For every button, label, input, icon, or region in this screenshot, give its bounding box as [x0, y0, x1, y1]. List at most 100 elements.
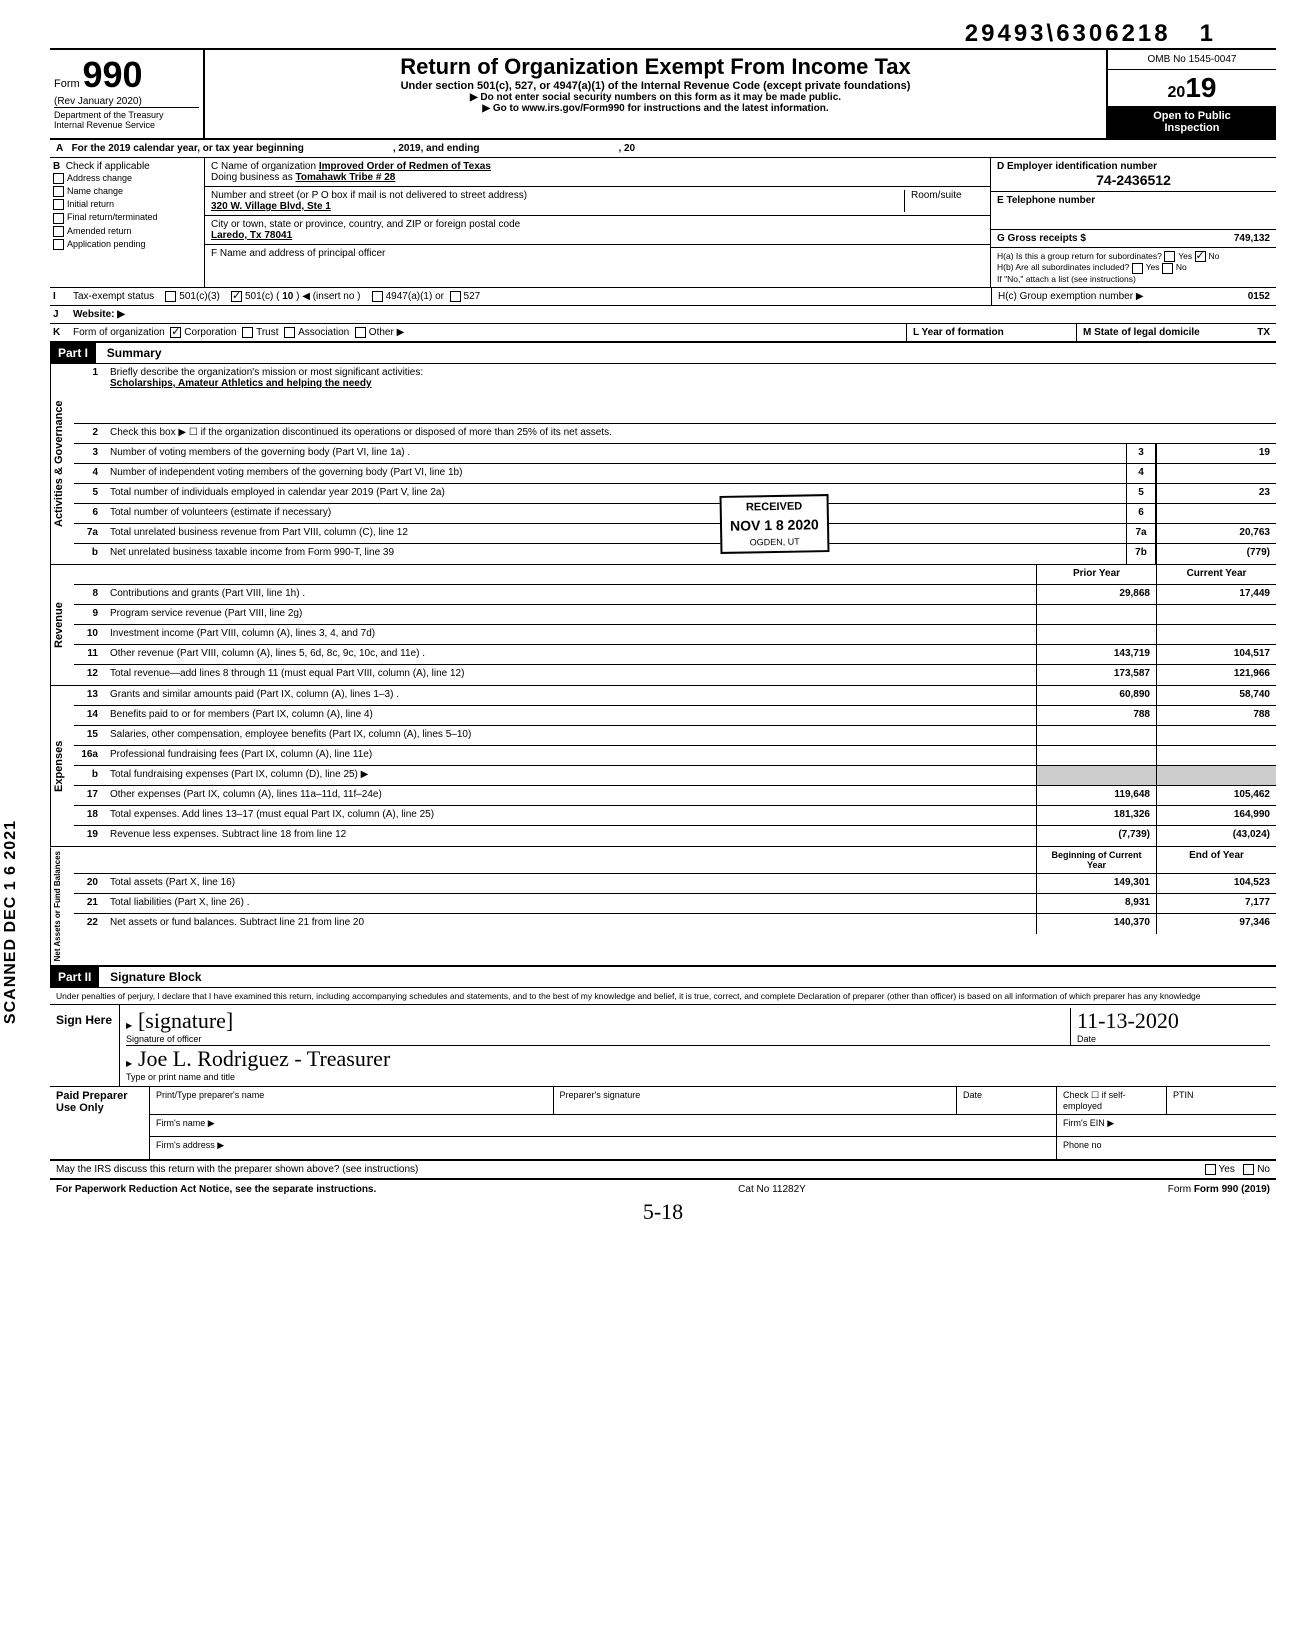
chk-amended[interactable]: [53, 226, 64, 237]
chk-discuss-yes[interactable]: [1205, 1164, 1216, 1175]
telephone-label: E Telephone number: [997, 195, 1095, 206]
irs-label: Internal Revenue Service: [54, 120, 155, 130]
line-22: Net assets or fund balances. Subtract li…: [104, 914, 1036, 934]
form-number: 990: [82, 54, 142, 95]
chk-501c[interactable]: [231, 291, 242, 302]
row-k: K Form of organization Corporation Trust…: [50, 324, 1276, 343]
form-footer-num: Form 990 (2019): [1194, 1184, 1270, 1195]
chk-application-pending[interactable]: [53, 239, 64, 250]
city-label: City or town, state or province, country…: [211, 219, 520, 230]
activities-governance-section: Activities & Governance 1 Briefly descri…: [50, 364, 1276, 565]
dba-label: Doing business as: [211, 172, 293, 183]
row-a: A For the 2019 calendar year, or tax yea…: [50, 140, 1276, 158]
handwritten-footer: 5-18: [50, 1199, 1276, 1225]
expenses-section: Expenses 13Grants and similar amounts pa…: [50, 686, 1276, 847]
line-4: Number of independent voting members of …: [104, 464, 1126, 483]
chk-discuss-no[interactable]: [1243, 1164, 1254, 1175]
signature-declaration: Under penalties of perjury, I declare th…: [50, 988, 1276, 1005]
self-employed-check: Check ☐ if self-employed: [1056, 1087, 1166, 1114]
form-footer: For Paperwork Reduction Act Notice, see …: [50, 1180, 1276, 1199]
chk-other[interactable]: [355, 327, 366, 338]
side-net-assets: Net Assets or Fund Balances: [50, 847, 74, 965]
line-18: Total expenses. Add lines 13–17 (must eq…: [104, 806, 1036, 825]
firm-name-label: Firm's name ▶: [150, 1115, 1056, 1136]
line-7a: Total unrelated business revenue from Pa…: [104, 524, 1126, 543]
chk-address-change[interactable]: [53, 173, 64, 184]
part-i-header: Part I Summary: [50, 343, 1276, 364]
date-label: Date: [1077, 1034, 1096, 1044]
irs-discuss-row: May the IRS discuss this return with the…: [50, 1161, 1276, 1180]
cat-number: Cat No 11282Y: [738, 1184, 806, 1195]
firm-ein-label: Firm's EIN ▶: [1056, 1115, 1276, 1136]
line-5: Total number of individuals employed in …: [104, 484, 1126, 503]
chk-initial-return[interactable]: [53, 199, 64, 210]
year-formation-label: L Year of formation: [913, 327, 1004, 338]
officer-name-hw: Joe L. Rodriguez - Treasurer: [138, 1046, 390, 1071]
line-16a: Professional fundraising fees (Part IX, …: [104, 746, 1036, 765]
hc-group-label: H(c) Group exemption number ▶: [998, 291, 1144, 302]
chk-name-change[interactable]: [53, 186, 64, 197]
chk-final-return[interactable]: [53, 213, 64, 224]
address-value: 320 W. Village Blvd, Ste 1: [211, 201, 331, 212]
line-20: Total assets (Part X, line 16): [104, 874, 1036, 893]
firm-addr-label: Firm's address ▶: [150, 1137, 1056, 1159]
ha-label: H(a) Is this a group return for subordin…: [997, 251, 1162, 261]
paid-preparer-section: Paid Preparer Use Only Print/Type prepar…: [50, 1087, 1276, 1161]
dept-treasury: Department of the Treasury: [54, 110, 164, 120]
hc-note: If "No," attach a list (see instructions…: [997, 274, 1136, 284]
document-id: 29493\6306218 1: [50, 20, 1276, 48]
inspection-label: Inspection: [1164, 122, 1219, 134]
line-21: Total liabilities (Part X, line 26) .: [104, 894, 1036, 913]
row-i: I Tax-exempt status 501(c)(3) 501(c) ( 1…: [50, 288, 1276, 306]
sign-date: 11-13-2020: [1077, 1008, 1179, 1033]
form-title: Return of Organization Exempt From Incom…: [213, 54, 1098, 80]
officer-signature: [signature]: [138, 1008, 233, 1033]
chk-association[interactable]: [284, 327, 295, 338]
val-4: [1156, 464, 1276, 483]
state-value: TX: [1257, 327, 1270, 338]
part-ii-header: Part II Signature Block: [50, 967, 1276, 988]
line-15: Salaries, other compensation, employee b…: [104, 726, 1036, 745]
chk-4947[interactable]: [372, 291, 383, 302]
prior-year-hdr: Prior Year: [1036, 565, 1156, 584]
line-1-label: Briefly describe the organization's miss…: [110, 367, 423, 378]
line-17: Other expenses (Part IX, column (A), lin…: [104, 786, 1036, 805]
mission-text: Scholarships, Amateur Athletics and help…: [110, 378, 372, 389]
side-governance: Activities & Governance: [50, 364, 74, 564]
print-name-label: Type or print name and title: [126, 1072, 235, 1082]
line-8: Contributions and grants (Part VIII, lin…: [104, 585, 1036, 604]
org-name-label: C Name of organization: [211, 161, 316, 172]
hb-label: H(b) Are all subordinates included?: [997, 262, 1129, 272]
ein-label: D Employer identification number: [997, 161, 1157, 172]
form-goto: ▶ Go to www.irs.gov/Form990 for instruct…: [213, 103, 1098, 114]
val-5: 23: [1156, 484, 1276, 503]
preparer-name-label: Print/Type preparer's name: [150, 1087, 553, 1114]
state-domicile-label: M State of legal domicile: [1083, 327, 1200, 338]
val-7a: 20,763: [1156, 524, 1276, 543]
line-3: Number of voting members of the governin…: [104, 444, 1126, 463]
hc-group-value: 0152: [1248, 291, 1270, 302]
officer-label: F Name and address of principal officer: [205, 245, 990, 285]
chk-501c3[interactable]: [165, 291, 176, 302]
dba-value: Tomahawk Tribe # 28: [296, 172, 396, 183]
row-j: J Website: ▶: [50, 306, 1276, 324]
side-revenue: Revenue: [50, 565, 74, 685]
org-name: Improved Order of Redmen of Texas: [319, 161, 491, 172]
ein-value: 74-2436512: [997, 172, 1270, 188]
form-header: Form 990 (Rev January 2020) Department o…: [50, 48, 1276, 140]
eoy-hdr: End of Year: [1156, 847, 1276, 873]
boy-hdr: Beginning of Current Year: [1036, 847, 1156, 873]
chk-corporation[interactable]: [170, 327, 181, 338]
chk-527[interactable]: [450, 291, 461, 302]
net-assets-section: Net Assets or Fund Balances Beginning of…: [50, 847, 1276, 967]
form-revision: (Rev January 2020): [54, 96, 142, 107]
open-public: Open to Public: [1153, 110, 1231, 122]
section-bcd: B Check if applicable Address change Nam…: [50, 158, 1276, 288]
preparer-date-label: Date: [956, 1087, 1056, 1114]
chk-trust[interactable]: [242, 327, 253, 338]
line-10: Investment income (Part VIII, column (A)…: [104, 625, 1036, 644]
val-7b: (779): [1156, 544, 1276, 564]
sign-here-row: Sign Here [signature] Signature of offic…: [50, 1005, 1276, 1087]
check-applicable-label: Check if applicable: [66, 161, 150, 172]
omb-number: OMB No 1545-0047: [1108, 50, 1276, 70]
